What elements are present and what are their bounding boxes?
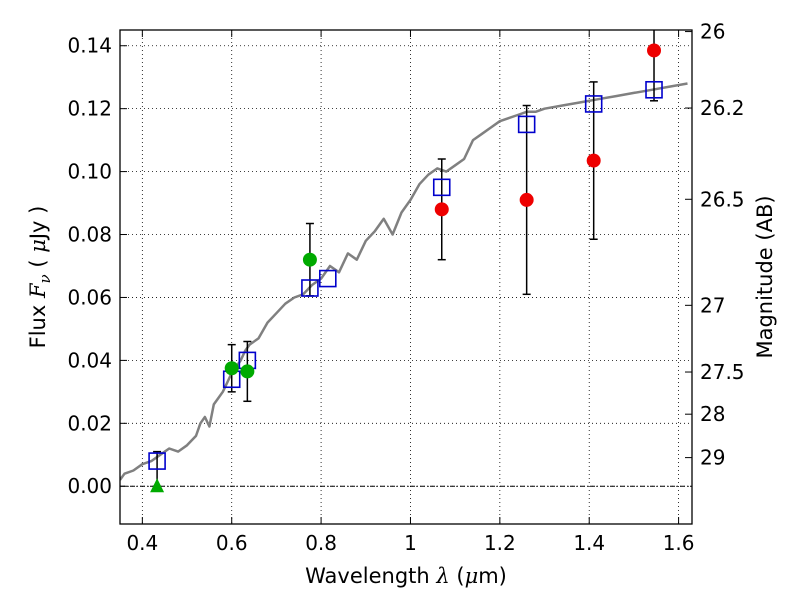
x-label-unit: m) [478, 564, 507, 588]
x-tick-label: 1 [404, 531, 417, 555]
x-tick-label: 1.2 [484, 531, 516, 555]
green-upper-limit-triangle [150, 478, 165, 493]
y-label-open: ( [26, 253, 50, 275]
x-label-symbol: λ [435, 564, 449, 588]
y2-tick-label: 29 [700, 446, 725, 470]
y-tick-label: 0.04 [67, 348, 112, 372]
red-data-point [434, 202, 449, 217]
chart-marks [120, 30, 688, 493]
green-data-point [240, 364, 255, 379]
x-label-open: ( [450, 564, 465, 588]
y2-tick-label: 27.5 [700, 360, 745, 384]
y-tick-label: 0.06 [67, 285, 112, 309]
y-tick-label: 0.14 [67, 34, 112, 58]
y2-tick-label: 26.5 [700, 187, 745, 211]
green-data-point [224, 361, 239, 376]
model-spectrum-line [120, 82, 688, 481]
y-tick-label: 0.02 [67, 411, 112, 435]
y2-tick-label: 27 [700, 293, 725, 317]
model-photometry-square [584, 95, 603, 113]
x-tick-label: 1.4 [573, 531, 605, 555]
plot-background [120, 30, 692, 524]
y2-axis-label: Magnitude (AB) [753, 195, 777, 358]
model-photometry-square [318, 269, 337, 288]
model-photometry-square [432, 178, 451, 197]
y-tick-label: 0.08 [67, 223, 112, 247]
red-data-point [519, 192, 534, 207]
y-label-prefix: Flux [26, 298, 50, 348]
x-tick-label: 0.8 [305, 531, 337, 555]
ticks: 0.4 0.6 0.8 1 1.2 1.4 1.6 0.00 0.02 0.04 0.06 0.08 0… [67, 20, 744, 555]
model-photometry-square [148, 452, 166, 470]
x-tick-label: 0.6 [216, 531, 248, 555]
grid [120, 30, 692, 524]
x-label-unit-symbol: μ [465, 564, 479, 588]
plot-frame [119, 29, 693, 525]
y-label-symbol: F [26, 282, 50, 299]
model-photometry-square [645, 80, 663, 99]
x-tick-label: 1.6 [663, 531, 695, 555]
red-data-point [586, 153, 601, 168]
y-axis-label: Flux Fν ( μJy ) [26, 206, 54, 349]
y-tick-label: 0.10 [67, 160, 112, 184]
y2-tick-label: 26 [700, 20, 725, 44]
model-photometry-square [301, 279, 319, 297]
y-tick-label: 0.00 [67, 474, 112, 498]
y2-tick-label: 28 [700, 402, 725, 426]
y-label-unit: Jy ) [26, 206, 50, 242]
x-axis-label: Wavelength λ (μm) [305, 564, 507, 588]
y-label-subscript: ν [36, 274, 54, 283]
red-data-point [647, 43, 662, 58]
x-tick-label: 0.4 [126, 531, 158, 555]
green-data-point [302, 252, 317, 267]
y2-tick-label: 26.2 [700, 96, 745, 120]
y-label-unit-symbol: μ [26, 239, 50, 253]
y-tick-label: 0.12 [67, 97, 112, 121]
model-photometry-square [517, 115, 536, 134]
x-label-prefix: Wavelength [305, 564, 436, 588]
